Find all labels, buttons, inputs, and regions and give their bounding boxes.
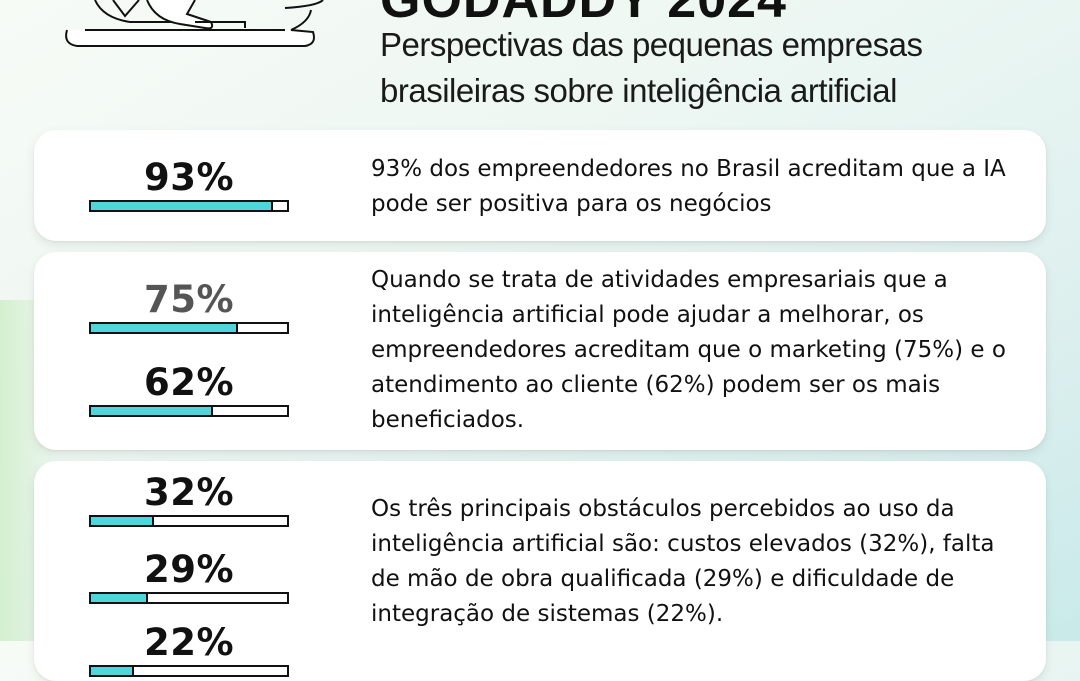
progress-bar — [89, 405, 289, 417]
stat-card: 93% 93% dos empreendedores no Brasil acr… — [34, 130, 1046, 241]
stat-item: 75% — [89, 280, 289, 334]
progress-bar-fill — [91, 594, 148, 602]
page-title: GODADDY 2024 — [380, 0, 787, 29]
progress-bar-fill — [91, 667, 135, 675]
stat-value: 29% — [143, 548, 235, 591]
stat-value: 75% — [143, 278, 235, 321]
stat-description: Os três principais obstáculos percebidos… — [371, 496, 995, 627]
laptop-hand-illustration — [65, 0, 324, 47]
stat-item: 93% — [89, 158, 289, 212]
stat-description: Quando se trata de atividades empresaria… — [371, 267, 1006, 433]
stat-value: 22% — [143, 621, 235, 664]
progress-bar — [89, 200, 289, 212]
stat-value: 62% — [143, 361, 235, 404]
stat-card: 32% 29% 22% Os três principais obstáculo… — [34, 461, 1046, 681]
page-subtitle: Perspectivas das pequenas empresas brasi… — [380, 26, 923, 109]
stat-card: 75% 62% Quando se trata de atividades em… — [34, 252, 1046, 450]
stat-item: 22% — [89, 623, 289, 677]
progress-bar — [89, 322, 289, 334]
stat-item: 29% — [89, 550, 289, 604]
progress-bar — [89, 592, 289, 604]
progress-bar — [89, 665, 289, 677]
stat-description: 93% dos empreendedores no Brasil acredit… — [371, 156, 1006, 217]
progress-bar-fill — [91, 407, 213, 415]
stat-item: 32% — [89, 473, 289, 527]
progress-bar-fill — [91, 202, 274, 210]
progress-bar — [89, 515, 289, 527]
progress-bar-fill — [91, 324, 238, 332]
progress-bar-fill — [91, 517, 154, 525]
stat-value: 32% — [143, 471, 235, 514]
stat-value: 93% — [143, 156, 235, 199]
stat-item: 62% — [89, 363, 289, 417]
